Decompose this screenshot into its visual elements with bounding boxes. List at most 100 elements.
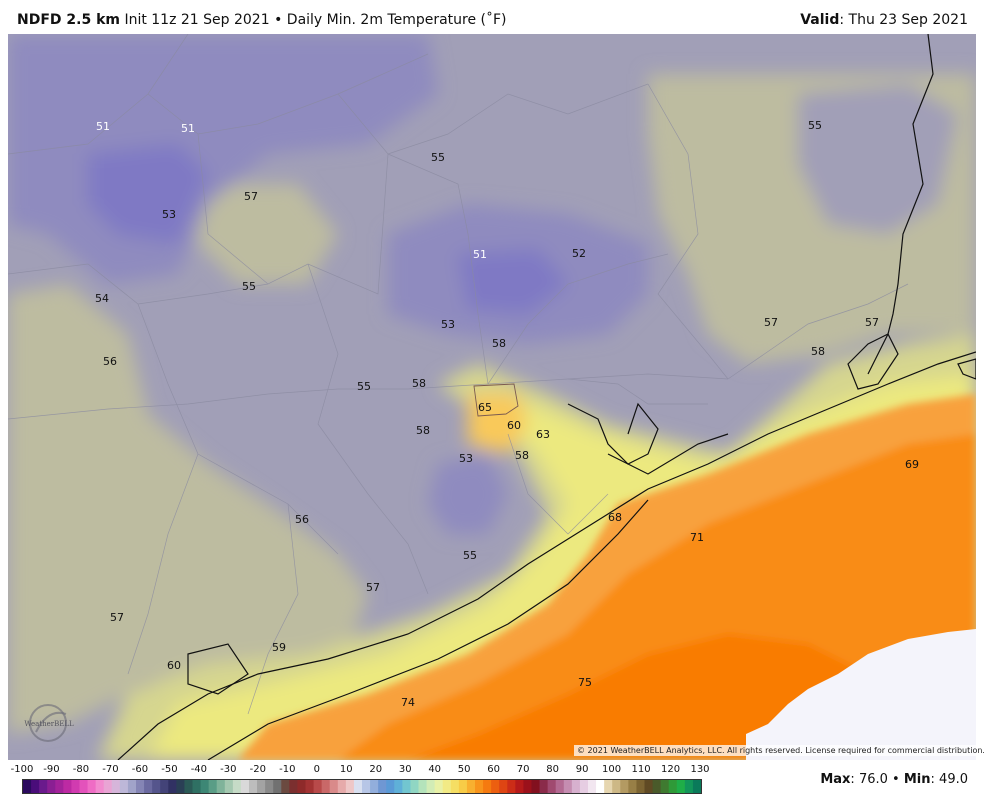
temperature-labels: 51 51 55 55 57 53 51 52 55 54 53 57 57 58 58 56 55 58 65 60… — [95, 119, 919, 709]
scale-tick-label: 20 — [369, 764, 383, 775]
temperature-label: 57 — [764, 316, 778, 329]
scale-swatch — [442, 780, 452, 793]
temperature-label: 55 — [242, 280, 256, 293]
sabine-lake — [847, 333, 899, 390]
scale-swatch — [224, 780, 234, 793]
product-name: Daily Min. 2m Temperature (˚F) — [286, 12, 507, 28]
scale-swatch — [144, 780, 153, 793]
scale-swatch — [362, 780, 371, 793]
scale-swatch — [571, 780, 581, 793]
scale-swatch — [160, 780, 169, 793]
temperature-label: 55 — [463, 549, 477, 562]
scale-swatch — [289, 780, 298, 793]
scale-swatch — [612, 780, 621, 793]
coastline — [117, 333, 976, 760]
scale-swatch — [652, 780, 662, 793]
no-data-area — [746, 629, 976, 760]
model-name: NDFD 2.5 km — [17, 12, 120, 28]
scale-swatch — [523, 780, 532, 793]
temperature-label: 57 — [865, 316, 879, 329]
county-line — [127, 453, 199, 675]
scale-swatch — [192, 780, 202, 793]
temperature-label: 60 — [167, 659, 181, 672]
mainland-coast — [117, 351, 976, 760]
header-title: NDFD 2.5 km Init 11z 21 Sep 2021 • Daily… — [17, 12, 507, 28]
temperature-label: 55 — [357, 380, 371, 393]
scale-swatch — [579, 780, 589, 793]
color-scale-bar — [22, 779, 702, 794]
scale-swatch — [402, 780, 411, 793]
scale-swatch — [475, 780, 484, 793]
scale-swatch — [249, 780, 258, 793]
scale-swatch — [466, 780, 476, 793]
max-min-stats: Max: 76.0 • Min: 49.0 — [820, 772, 968, 787]
temperature-label: 56 — [295, 513, 309, 526]
scale-tick-label: 90 — [575, 764, 589, 775]
scale-swatch — [79, 780, 89, 793]
temperature-label: 71 — [690, 531, 704, 544]
scale-swatch — [168, 780, 177, 793]
scale-swatch — [547, 780, 557, 793]
scale-tick-label: -90 — [43, 764, 60, 775]
header-bullet: • — [274, 12, 283, 28]
scale-swatch — [386, 780, 395, 793]
scale-tick-label: 120 — [660, 764, 681, 775]
map-canvas: 51 51 55 55 57 53 51 52 55 54 53 57 57 58 58 56 55 58 65 60… — [8, 34, 976, 760]
coast-inlet — [957, 358, 976, 380]
scale-swatch — [176, 780, 185, 793]
temperature-label: 53 — [441, 318, 455, 331]
temperature-label: 58 — [416, 424, 430, 437]
county-line — [387, 153, 489, 385]
scale-swatch — [345, 780, 355, 793]
temperature-map[interactable]: 51 51 55 55 57 53 51 52 55 54 53 57 57 58 58 56 55 58 65 60… — [8, 34, 976, 760]
scale-tick-label: 30 — [398, 764, 412, 775]
scale-swatch — [491, 780, 500, 793]
scale-swatch — [208, 780, 218, 793]
scale-tick-label: 130 — [690, 764, 710, 775]
valid-time: Valid: Thu 23 Sep 2021 — [800, 12, 968, 28]
scale-tick-label: -100 — [10, 764, 34, 775]
cold-pocket-south — [428, 454, 508, 534]
scale-tick-label: 60 — [487, 764, 501, 775]
county-line — [8, 373, 729, 420]
scale-swatch — [111, 780, 121, 793]
scale-tick-label: 10 — [339, 764, 353, 775]
matagorda-bay — [187, 643, 249, 695]
scale-swatch — [103, 780, 113, 793]
scale-swatch — [620, 780, 629, 793]
temperature-label: 55 — [431, 151, 445, 164]
bay-shore — [607, 433, 729, 475]
scale-tick-label: 100 — [602, 764, 622, 775]
temperature-label: 54 — [95, 292, 109, 305]
max-sep: : — [850, 772, 855, 787]
scale-swatch — [281, 780, 290, 793]
temperature-label: 58 — [515, 449, 529, 462]
scale-tick-label: 0 — [313, 764, 320, 775]
valid-label: Valid — [800, 12, 840, 28]
temperature-label: 57 — [244, 190, 258, 203]
valid-value: Thu 23 Sep 2021 — [848, 12, 968, 28]
county-boundaries — [8, 34, 909, 715]
scale-tick-label: 70 — [516, 764, 530, 775]
scale-tick-label: -70 — [102, 764, 119, 775]
scale-swatch — [499, 780, 508, 793]
valid-sep: : — [839, 12, 845, 28]
scale-swatch — [507, 780, 516, 793]
scale-tick-label: -20 — [249, 764, 266, 775]
scale-swatch — [184, 780, 193, 793]
scale-swatch — [119, 780, 129, 793]
temperature-label: 51 — [96, 120, 110, 133]
scale-swatch — [458, 780, 468, 793]
copyright-notice: © 2021 WeatherBELL Analytics, LLC. All r… — [574, 745, 984, 756]
scale-swatch — [596, 780, 605, 793]
scale-swatch — [71, 780, 80, 793]
temperature-label: 60 — [507, 419, 521, 432]
scale-swatch — [418, 780, 428, 793]
temperature-label: 52 — [572, 247, 586, 260]
scale-tick-label: 110 — [631, 764, 651, 775]
county-line — [8, 34, 189, 155]
scale-swatch — [321, 780, 331, 793]
scale-swatch — [410, 780, 419, 793]
scale-swatch — [273, 780, 282, 793]
scale-swatch — [628, 780, 637, 793]
